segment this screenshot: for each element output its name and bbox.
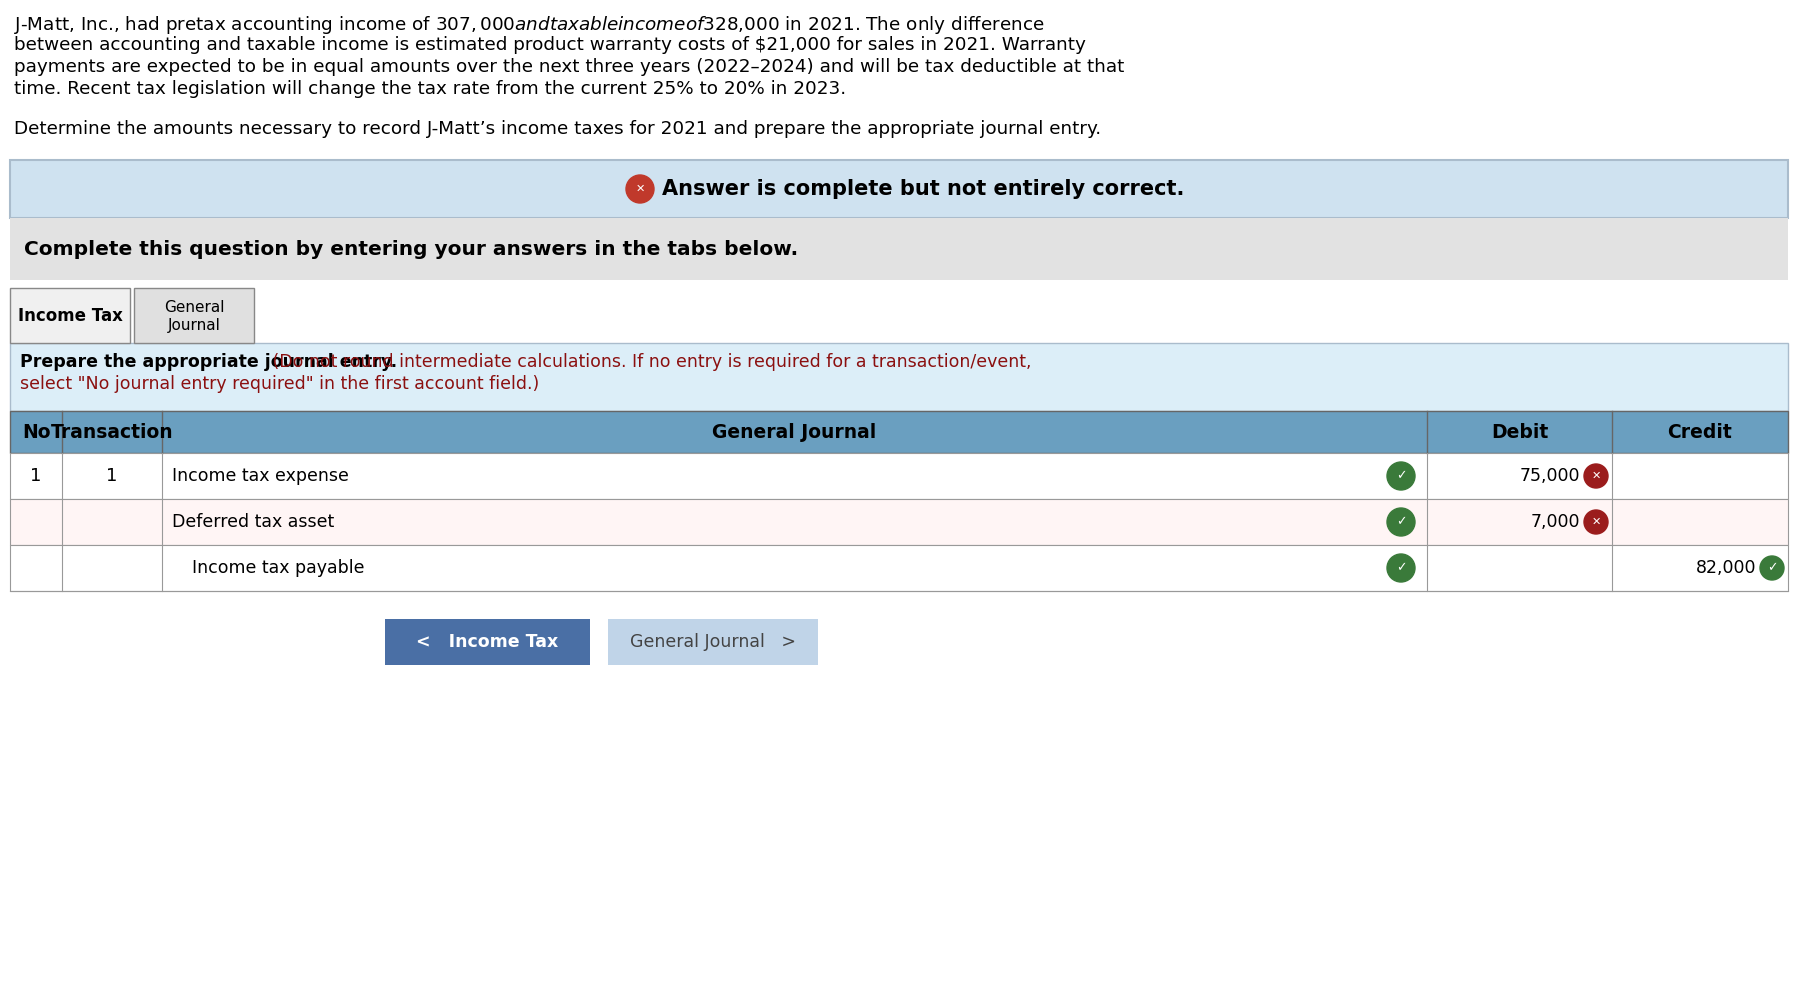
Text: select "No journal entry required" in the first account field.): select "No journal entry required" in th… (20, 375, 539, 393)
Text: General: General (164, 300, 225, 315)
Text: 82,000: 82,000 (1696, 559, 1757, 577)
Circle shape (1386, 508, 1415, 536)
Circle shape (1760, 556, 1784, 580)
Text: General Journal   >: General Journal > (629, 633, 797, 651)
Text: between accounting and taxable income is estimated product warranty costs of $21: between accounting and taxable income is… (14, 36, 1086, 54)
Text: Transaction: Transaction (50, 423, 173, 442)
FancyBboxPatch shape (135, 288, 254, 343)
Text: ✓: ✓ (1395, 561, 1406, 574)
FancyBboxPatch shape (11, 218, 1787, 280)
FancyBboxPatch shape (11, 545, 1787, 591)
Text: ✓: ✓ (1395, 515, 1406, 528)
Text: (Do not round intermediate calculations. If no entry is required for a transacti: (Do not round intermediate calculations.… (266, 353, 1032, 371)
Text: Journal: Journal (167, 318, 221, 333)
Text: Determine the amounts necessary to record J-Matt’s income taxes for 2021 and pre: Determine the amounts necessary to recor… (14, 120, 1100, 138)
Text: Complete this question by entering your answers in the tabs below.: Complete this question by entering your … (23, 239, 798, 259)
Text: ✓: ✓ (1395, 470, 1406, 483)
FancyBboxPatch shape (608, 619, 818, 665)
Text: Debit: Debit (1491, 423, 1548, 442)
Text: 7,000: 7,000 (1530, 513, 1580, 531)
FancyBboxPatch shape (11, 288, 129, 343)
Text: 75,000: 75,000 (1519, 467, 1580, 485)
FancyBboxPatch shape (11, 160, 1787, 218)
FancyBboxPatch shape (11, 343, 1787, 411)
Text: No: No (22, 423, 50, 442)
FancyBboxPatch shape (11, 453, 1787, 499)
Text: Answer is complete but not entirely correct.: Answer is complete but not entirely corr… (662, 179, 1185, 199)
Text: J-Matt, Inc., had pretax accounting income of $307,000 and taxable income of $32: J-Matt, Inc., had pretax accounting inco… (14, 14, 1045, 36)
FancyBboxPatch shape (385, 619, 590, 665)
Text: Deferred tax asset: Deferred tax asset (173, 513, 334, 531)
Circle shape (1584, 510, 1607, 534)
Text: ✕: ✕ (1591, 471, 1600, 481)
Text: Credit: Credit (1667, 423, 1733, 442)
Circle shape (1386, 462, 1415, 490)
Text: 1: 1 (31, 467, 41, 485)
Text: Income Tax: Income Tax (18, 307, 122, 325)
Text: time. Recent tax legislation will change the tax rate from the current 25% to 20: time. Recent tax legislation will change… (14, 80, 847, 98)
Text: payments are expected to be in equal amounts over the next three years (2022–202: payments are expected to be in equal amo… (14, 58, 1124, 76)
Text: ✕: ✕ (1591, 517, 1600, 527)
Text: ✓: ✓ (1767, 561, 1776, 574)
Text: Income tax expense: Income tax expense (173, 467, 349, 485)
Circle shape (626, 175, 654, 203)
FancyBboxPatch shape (11, 499, 1787, 545)
Text: <   Income Tax: < Income Tax (417, 633, 559, 651)
FancyBboxPatch shape (11, 411, 1787, 453)
Text: ✕: ✕ (635, 184, 645, 194)
Text: Income tax payable: Income tax payable (192, 559, 365, 577)
Circle shape (1584, 464, 1607, 488)
Text: General Journal: General Journal (712, 423, 877, 442)
Text: 1: 1 (106, 467, 117, 485)
Circle shape (1386, 554, 1415, 582)
Text: Prepare the appropriate journal entry.: Prepare the appropriate journal entry. (20, 353, 397, 371)
